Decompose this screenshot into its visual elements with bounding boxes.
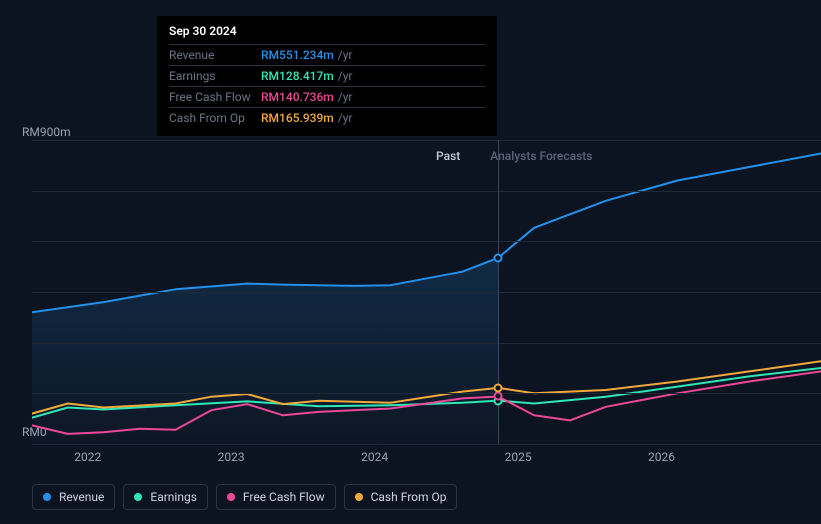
tooltip-metric-label: Free Cash Flow xyxy=(169,90,261,104)
tooltip-row: Cash From OpRM165.939m/yr xyxy=(169,107,485,128)
plot-area[interactable] xyxy=(32,140,821,444)
tooltip-date: Sep 30 2024 xyxy=(169,24,485,44)
tooltip-metric-suffix: /yr xyxy=(338,90,353,104)
revenue-marker xyxy=(494,253,503,262)
legend-label: Cash From Op xyxy=(371,490,447,504)
legend-item-cfo[interactable]: Cash From Op xyxy=(344,484,458,510)
gridline xyxy=(32,444,821,445)
legend-label: Free Cash Flow xyxy=(243,490,325,504)
x-axis-label: 2024 xyxy=(361,450,388,464)
tooltip-metric-value: RM128.417m xyxy=(261,69,334,83)
legend-dot-icon xyxy=(227,493,235,501)
financial-chart: Sep 30 2024 RevenueRM551.234m/yrEarnings… xyxy=(16,0,805,524)
legend-label: Revenue xyxy=(59,490,104,504)
tooltip-metric-suffix: /yr xyxy=(338,69,353,83)
gridline xyxy=(32,241,821,242)
x-axis-label: 2023 xyxy=(218,450,245,464)
fcf-marker xyxy=(494,392,503,401)
x-axis-label: 2022 xyxy=(74,450,101,464)
legend-item-fcf[interactable]: Free Cash Flow xyxy=(216,484,336,510)
tooltip-metric-value: RM551.234m xyxy=(261,48,334,62)
legend-dot-icon xyxy=(43,493,51,501)
gridline xyxy=(32,191,821,192)
revenue-area xyxy=(32,258,498,444)
legend-item-revenue[interactable]: Revenue xyxy=(32,484,115,510)
tooltip-metric-value: RM140.736m xyxy=(261,90,334,104)
tooltip-row: EarningsRM128.417m/yr xyxy=(169,65,485,86)
tooltip-metric-label: Cash From Op xyxy=(169,111,261,125)
tooltip-metric-suffix: /yr xyxy=(338,111,353,125)
x-axis-label: 2025 xyxy=(505,450,532,464)
legend-item-earnings[interactable]: Earnings xyxy=(123,484,208,510)
legend-dot-icon xyxy=(355,493,363,501)
chart-tooltip: Sep 30 2024 RevenueRM551.234m/yrEarnings… xyxy=(157,16,497,136)
x-axis-label: 2026 xyxy=(648,450,675,464)
tooltip-metric-label: Revenue xyxy=(169,48,261,62)
legend-dot-icon xyxy=(134,493,142,501)
cfo-marker xyxy=(494,383,503,392)
chart-legend: Revenue Earnings Free Cash Flow Cash From O… xyxy=(32,484,457,510)
gridline xyxy=(32,140,821,141)
gridline xyxy=(32,343,821,344)
tooltip-metric-label: Earnings xyxy=(169,69,261,83)
legend-label: Earnings xyxy=(150,490,197,504)
gridline xyxy=(32,393,821,394)
y-axis-label: RM900m xyxy=(22,125,71,139)
tooltip-metric-value: RM165.939m xyxy=(261,111,334,125)
tooltip-row: Free Cash FlowRM140.736m/yr xyxy=(169,86,485,107)
gridline xyxy=(32,292,821,293)
tooltip-metric-suffix: /yr xyxy=(338,48,353,62)
tooltip-row: RevenueRM551.234m/yr xyxy=(169,44,485,65)
